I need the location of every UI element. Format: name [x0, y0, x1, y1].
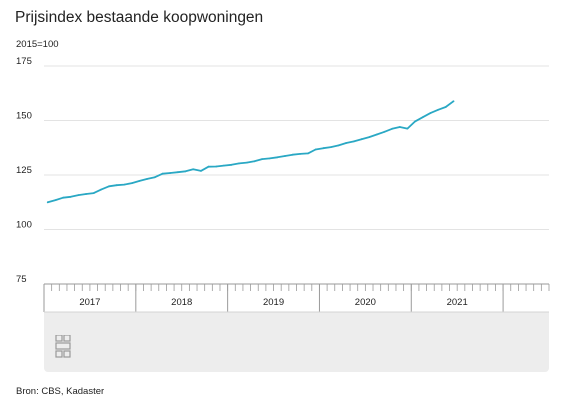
data-point [207, 165, 210, 168]
source-note: Bron: CBS, Kadaster [16, 386, 105, 397]
data-point [200, 170, 202, 172]
chart-title: Prijsindex bestaande koopwoningen [15, 9, 264, 26]
data-point [330, 146, 332, 149]
data-point [138, 180, 141, 182]
series-line [46, 100, 455, 204]
data-point [230, 163, 233, 166]
data-point [222, 164, 225, 167]
data-point [215, 165, 218, 168]
data-point [92, 192, 95, 195]
data-point [192, 168, 195, 171]
time-axis-panel: 2017 2018 2019 2020 2021 [43, 283, 550, 372]
data-point [299, 153, 302, 155]
y-tick-label: 75 [16, 274, 27, 285]
data-point [421, 116, 424, 119]
data-point [177, 171, 179, 174]
data-point [46, 201, 49, 204]
data-point [261, 158, 263, 161]
data-point [437, 108, 439, 111]
data-point [429, 112, 432, 114]
y-tick-label: 100 [16, 220, 32, 231]
x-year-label: 2020 [355, 297, 376, 308]
data-point [268, 157, 271, 160]
data-point [360, 138, 363, 141]
data-point [322, 147, 325, 150]
x-year-label: 2018 [171, 297, 192, 308]
y-tick-label: 175 [16, 56, 32, 67]
data-point [406, 127, 409, 130]
data-point [375, 133, 378, 136]
data-point [253, 160, 256, 163]
data-point [115, 184, 118, 187]
x-year-label: 2021 [447, 297, 468, 308]
data-point [161, 172, 164, 175]
data-point [238, 162, 241, 165]
series-layer [46, 100, 455, 204]
data-point [368, 136, 371, 139]
data-point [291, 153, 294, 156]
grid-layer: 75 100 125 150 175 [16, 56, 549, 285]
data-point [85, 193, 87, 195]
data-point [62, 196, 64, 199]
data-point [77, 194, 80, 197]
x-year-label: 2019 [263, 297, 284, 308]
data-point [444, 106, 447, 108]
data-point [100, 188, 103, 191]
cbs-logo-icon [55, 334, 71, 359]
data-point [345, 142, 348, 144]
data-point [123, 183, 126, 186]
data-point [276, 156, 279, 159]
data-point [69, 195, 72, 198]
data-point [383, 130, 386, 133]
data-point [452, 100, 455, 103]
data-point [108, 185, 110, 188]
data-point [131, 182, 133, 185]
data-point [314, 148, 317, 151]
y-axis-unit-label: 2015=100 [16, 39, 59, 50]
y-tick-label: 125 [16, 165, 32, 176]
y-tick-label: 150 [16, 111, 32, 122]
data-point [154, 176, 156, 179]
data-point [146, 178, 149, 180]
data-point [169, 172, 172, 174]
data-point [337, 144, 340, 147]
x-year-label: 2017 [79, 297, 100, 308]
data-point [307, 152, 309, 155]
data-point [353, 140, 355, 143]
data-point [245, 161, 248, 164]
data-point [414, 120, 416, 123]
data-point [391, 127, 393, 130]
data-point [398, 126, 401, 128]
data-point [184, 170, 187, 173]
data-point [54, 199, 57, 202]
data-point [284, 155, 286, 157]
